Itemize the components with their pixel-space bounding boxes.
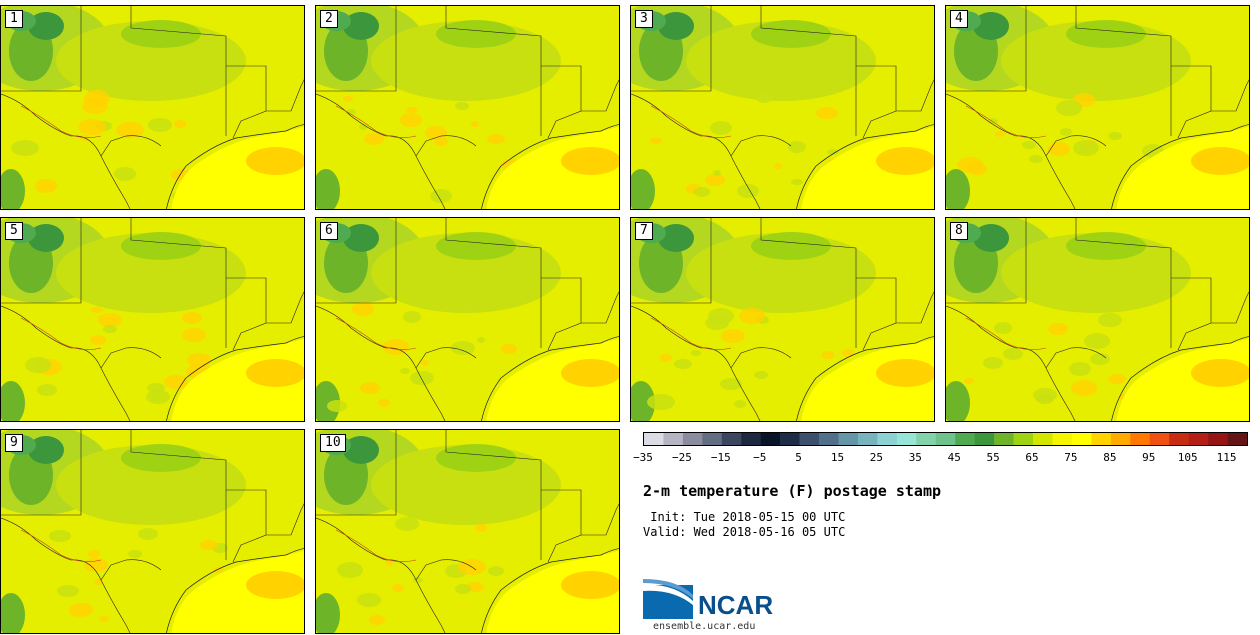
colorbar-segment: [760, 433, 781, 445]
member-panel: 4: [945, 5, 1250, 210]
member-panel: 2: [315, 5, 620, 210]
colorbar-segment: [916, 433, 937, 445]
init-time: Init: Tue 2018-05-15 00 UTC: [643, 510, 846, 524]
colorbar-segment: [702, 433, 723, 445]
colorbar-segment: [1013, 433, 1034, 445]
colorbar-segment: [799, 433, 820, 445]
colorbar-segment: [838, 433, 859, 445]
panel-number: 7: [635, 222, 653, 240]
member-panel: 7: [630, 217, 935, 422]
colorbar-segment: [1052, 433, 1073, 445]
colorbar-segment: [1110, 433, 1131, 445]
colorbar-segment: [663, 433, 684, 445]
panel-number: 8: [950, 222, 968, 240]
panel-number: 10: [320, 434, 346, 452]
colorbar-tick-label: 115: [1216, 451, 1237, 464]
colorbar-tick-label: 65: [1025, 451, 1039, 464]
colorbar-tick-label: −35: [633, 451, 653, 464]
colorbar-segment: [1149, 433, 1170, 445]
colorbar-segment: [994, 433, 1014, 445]
member-panel: 5: [0, 217, 305, 422]
colorbar-segment: [1033, 433, 1053, 445]
logo-url: ensemble.ucar.edu: [653, 621, 756, 632]
colorbar-tick-label: −5: [753, 451, 767, 464]
colorbar-tick-label: 105: [1177, 451, 1198, 464]
colorbar-tick-label: 75: [1064, 451, 1078, 464]
colorbar-segment: [1208, 433, 1228, 445]
member-panel: 3: [630, 5, 935, 210]
colorbar-tick-label: 55: [986, 451, 1000, 464]
colorbar-frame: [643, 432, 1248, 446]
colorbar-segment: [682, 433, 703, 445]
colorbar-segment: [644, 433, 664, 445]
ncar-logo-text: NCAR: [698, 590, 774, 620]
panel-number: 6: [320, 222, 338, 240]
colorbar-tick-label: −25: [671, 451, 692, 464]
colorbar-segment: [1091, 433, 1112, 445]
temperature-colorbar: [643, 432, 1248, 446]
colorbar-segment: [896, 433, 917, 445]
colorbar-tick-label: 95: [1142, 451, 1156, 464]
valid-time: Valid: Wed 2018-05-16 05 UTC: [643, 525, 846, 539]
panel-number: 4: [950, 10, 968, 28]
colorbar-segment: [780, 433, 800, 445]
member-panel: 8: [945, 217, 1250, 422]
chart-title: 2-m temperature (F) postage stamp: [643, 482, 942, 500]
colorbar-segment: [819, 433, 839, 445]
panel-number: 3: [635, 10, 653, 28]
colorbar-segment: [1188, 433, 1209, 445]
panel-number: 5: [5, 222, 23, 240]
colorbar-tick-label: 15: [830, 451, 845, 464]
colorbar-tick-label: 5: [795, 451, 802, 464]
member-panel: 9: [0, 429, 305, 634]
colorbar-segment: [1227, 433, 1248, 445]
colorbar-segment: [741, 433, 762, 445]
colorbar-tick-label: 85: [1103, 451, 1117, 464]
colorbar-segment: [955, 433, 975, 445]
panel-number: 2: [320, 10, 338, 28]
colorbar-segment: [1169, 433, 1189, 445]
panel-number: 9: [5, 434, 23, 452]
panel-number: 1: [5, 10, 23, 28]
colorbar-tick-label: 25: [869, 451, 884, 464]
colorbar-segment: [877, 433, 898, 445]
member-panel: 10: [315, 429, 620, 634]
colorbar-segment: [721, 433, 742, 445]
colorbar-segment: [1071, 433, 1092, 445]
colorbar-segment: [1130, 433, 1151, 445]
colorbar-tick-label: 35: [908, 451, 922, 464]
member-panel: 6: [315, 217, 620, 422]
colorbar-segment: [974, 433, 995, 445]
colorbar-segment: [935, 433, 956, 445]
colorbar-tick-label: −15: [710, 451, 731, 464]
colorbar-segment: [857, 433, 878, 445]
colorbar-tick-label: 45: [947, 451, 961, 464]
member-panel: 1: [0, 5, 305, 210]
ncar-logo-icon: [643, 579, 693, 619]
